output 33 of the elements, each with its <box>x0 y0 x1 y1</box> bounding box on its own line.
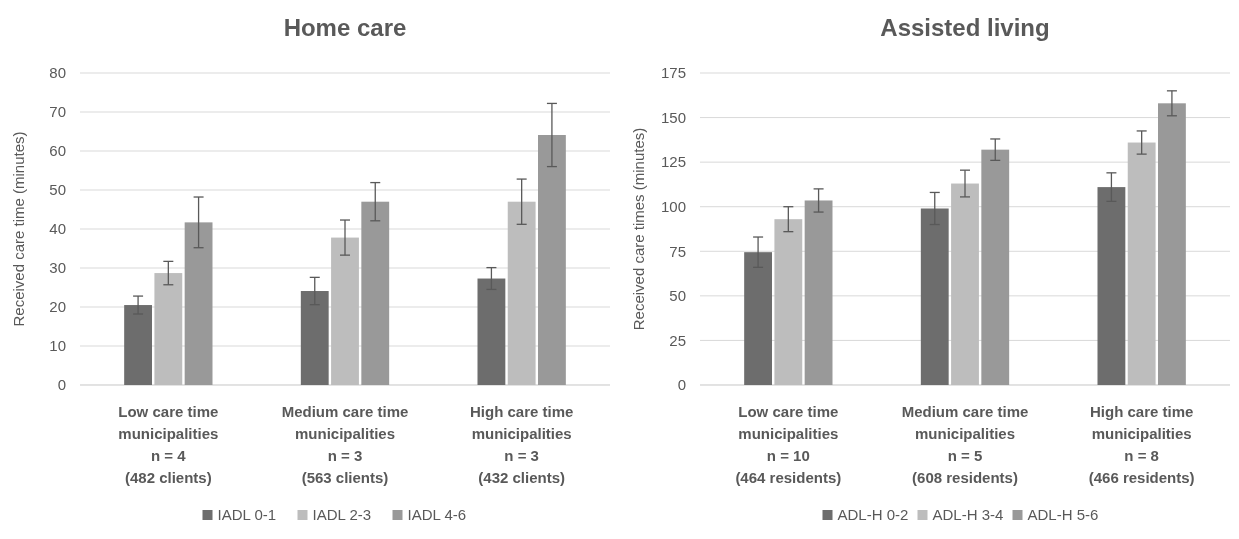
x-tick-label: High care time municipalities n = 3 (432 clients) <box>469 403 574 486</box>
legend-label: ADL-H 3-4 <box>932 506 1004 523</box>
y-tick-label: 0 <box>57 376 66 394</box>
y-tick-label: 125 <box>660 153 686 171</box>
legend-label: ADL-H 5-6 <box>1027 506 1099 523</box>
y-tick-label: 150 <box>660 108 686 126</box>
legend-label: ADL-H 0-2 <box>837 506 909 523</box>
y-tick-label: 25 <box>669 331 686 349</box>
y-tick-label: 50 <box>669 287 686 305</box>
x-tick-label: Medium care time municipalities n = 3 (563 clients) <box>281 403 409 486</box>
x-tick-label: Low care time municipalities n = 10 (464 residents) <box>735 403 842 486</box>
x-tick-label: Low care time municipalities n = 4 (482 clients) <box>118 403 219 486</box>
y-tick-label: 0 <box>677 376 686 394</box>
y-axis-title: Received care time (minutes) <box>10 131 27 327</box>
y-tick-label: 40 <box>49 220 66 238</box>
legend-label: IADL 4-6 <box>407 506 467 523</box>
chart-title: Assisted living <box>880 14 1050 41</box>
y-tick-label: 30 <box>49 259 66 277</box>
y-tick-label: 175 <box>660 64 686 82</box>
x-tick-label: High care time municipalities n = 8 (466 residents) <box>1088 403 1195 486</box>
y-tick-label: 75 <box>669 242 686 260</box>
y-tick-label: 50 <box>49 181 66 199</box>
y-axis-title: Received care times (minutes) <box>630 127 647 331</box>
legend-label: IADL 0-1 <box>217 506 277 523</box>
legend-label: IADL 2-3 <box>312 506 372 523</box>
y-tick-label: 70 <box>49 103 66 121</box>
y-tick-label: 10 <box>49 337 66 355</box>
y-tick-label: 80 <box>49 64 66 82</box>
y-tick-label: 100 <box>660 197 686 215</box>
y-tick-label: 60 <box>49 142 66 160</box>
y-tick-label: 20 <box>49 298 66 316</box>
chart-title: Home care <box>283 14 407 41</box>
x-tick-label: Medium care time municipalities n = 5 (608 residents) <box>901 403 1029 486</box>
